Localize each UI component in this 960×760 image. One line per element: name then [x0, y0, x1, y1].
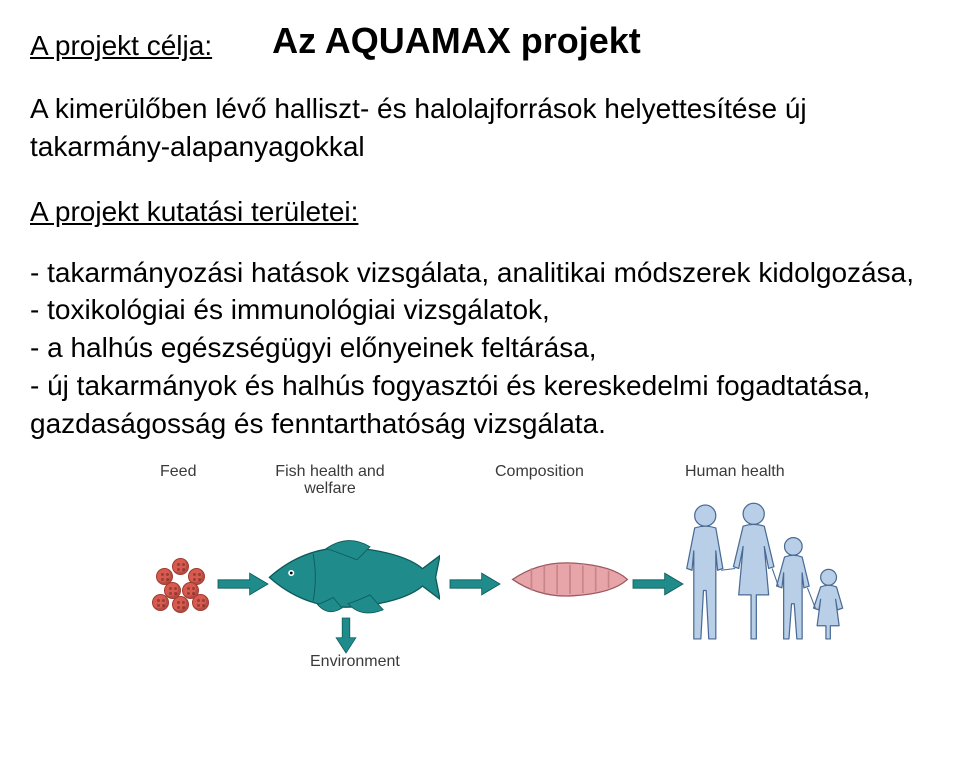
arrow-down-icon: [335, 618, 357, 653]
process-diagram: Feed Fish health and welfare Composition…: [140, 463, 870, 683]
area-item: - takarmányozási hatások vizsgálata, ana…: [30, 254, 930, 292]
feed-pellets-icon: [152, 558, 212, 613]
diagram-label-feed: Feed: [160, 463, 196, 481]
area-item: - toxikológiai és immunológiai vizsgálat…: [30, 291, 930, 329]
goal-label: A projekt célja:: [30, 20, 212, 62]
area-item: - a halhús egészségügyi előnyeinek feltá…: [30, 329, 930, 367]
area-item: - új takarmányok és halhús fogyasztói és…: [30, 367, 930, 443]
family-icon: [670, 498, 855, 653]
areas-label: A projekt kutatási területei:: [30, 196, 930, 228]
header-row: A projekt célja: Az AQUAMAX projekt: [30, 20, 930, 62]
diagram-label-composition: Composition: [495, 463, 584, 481]
diagram-label-environment: Environment: [310, 653, 400, 671]
arrow-icon: [450, 573, 500, 595]
diagram-label-fish: Fish health and welfare: [275, 463, 385, 498]
arrow-icon: [218, 573, 268, 595]
fish-icon: [265, 538, 440, 622]
areas-list: - takarmányozási hatások vizsgálata, ana…: [30, 254, 930, 443]
diagram-label-human: Human health: [685, 463, 785, 481]
page-title: Az AQUAMAX projekt: [272, 20, 641, 62]
fillet-icon: [510, 558, 630, 606]
goal-text: A kimerülőben lévő halliszt- és halolajf…: [30, 90, 930, 166]
